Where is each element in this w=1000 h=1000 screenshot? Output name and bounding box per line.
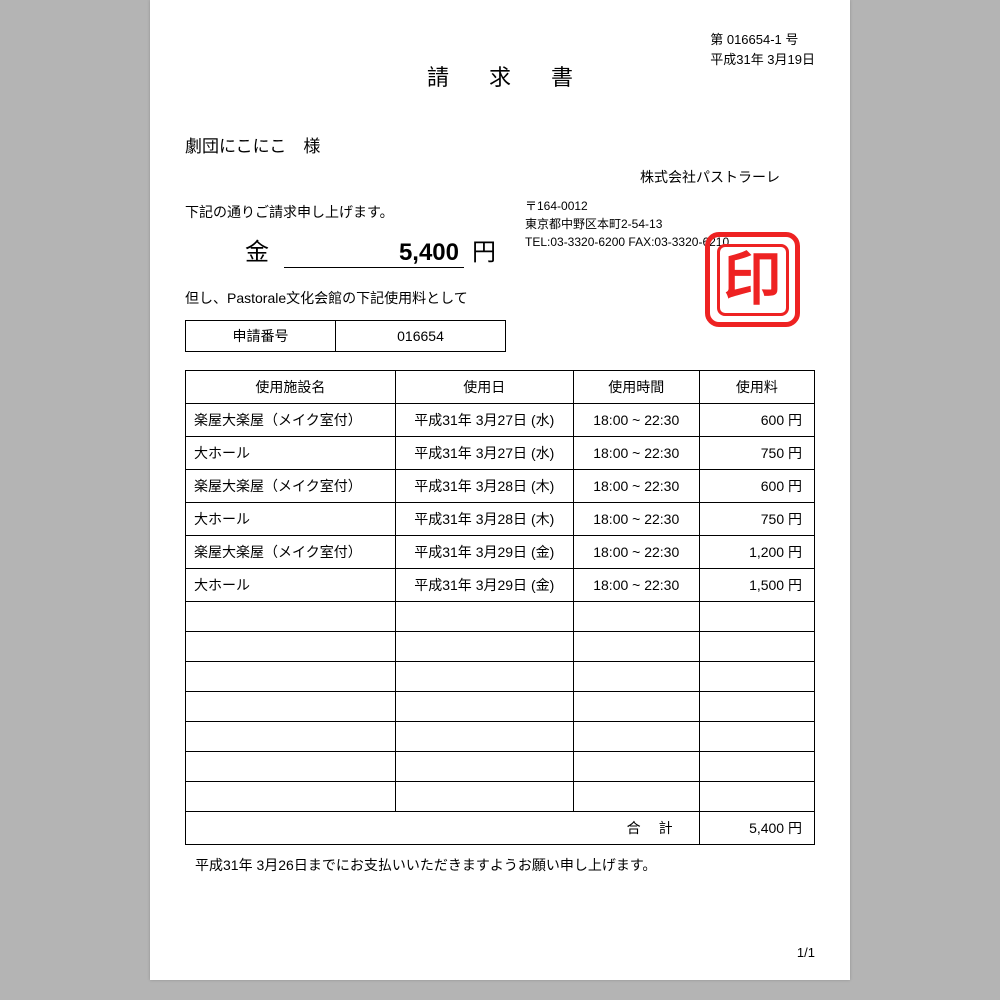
company-seal-icon: 印	[705, 232, 800, 327]
issuer-address: 東京都中野区本町2-54-13	[525, 215, 729, 233]
cell-time: 18:00 ~ 22:30	[573, 470, 699, 503]
cell-empty	[395, 632, 573, 662]
cell-empty	[186, 602, 396, 632]
issuer-contact: TEL:03-3320-6200 FAX:03-3320-6210	[525, 233, 729, 251]
cell-empty	[699, 752, 814, 782]
amount-value: 5,400	[284, 239, 464, 268]
cell-facility: 楽屋大楽屋（メイク室付）	[186, 404, 396, 437]
document-number: 第 016654-1 号	[710, 30, 815, 50]
total-label: 合計	[186, 812, 700, 845]
cell-empty	[395, 662, 573, 692]
cell-time: 18:00 ~ 22:30	[573, 536, 699, 569]
cell-time: 18:00 ~ 22:30	[573, 503, 699, 536]
cell-empty	[699, 602, 814, 632]
application-label: 申請番号	[186, 321, 336, 352]
cell-fee: 600 円	[699, 470, 814, 503]
table-header-row: 使用施設名 使用日 使用時間 使用料	[186, 371, 815, 404]
cell-facility: 大ホール	[186, 437, 396, 470]
cell-fee: 750 円	[699, 437, 814, 470]
cell-empty	[699, 632, 814, 662]
cell-empty	[395, 752, 573, 782]
header-date: 使用日	[395, 371, 573, 404]
cell-facility: 大ホール	[186, 569, 396, 602]
cell-time: 18:00 ~ 22:30	[573, 569, 699, 602]
table-row: 楽屋大楽屋（メイク室付）平成31年 3月27日 (水)18:00 ~ 22:30…	[186, 404, 815, 437]
table-row: 大ホール平成31年 3月29日 (金)18:00 ~ 22:301,500 円	[186, 569, 815, 602]
cell-empty	[573, 692, 699, 722]
recipient-name: 劇団にこにこ 様	[185, 132, 815, 157]
cell-empty	[699, 722, 814, 752]
table-row: 楽屋大楽屋（メイク室付）平成31年 3月28日 (木)18:00 ~ 22:30…	[186, 470, 815, 503]
cell-time: 18:00 ~ 22:30	[573, 404, 699, 437]
amount-label: 金	[245, 232, 269, 267]
table-row-empty	[186, 692, 815, 722]
cell-empty	[186, 662, 396, 692]
amount-unit: 円	[472, 232, 496, 267]
cell-time: 18:00 ~ 22:30	[573, 437, 699, 470]
application-number: 016654	[336, 321, 506, 352]
cell-date: 平成31年 3月28日 (木)	[395, 470, 573, 503]
cell-facility: 楽屋大楽屋（メイク室付）	[186, 536, 396, 569]
cell-empty	[699, 782, 814, 812]
cell-date: 平成31年 3月27日 (水)	[395, 437, 573, 470]
header-fee: 使用料	[699, 371, 814, 404]
table-row-empty	[186, 722, 815, 752]
cell-date: 平成31年 3月28日 (木)	[395, 503, 573, 536]
cell-empty	[395, 692, 573, 722]
payment-deadline-note: 平成31年 3月26日までにお支払いいただきますようお願い申し上げます。	[195, 855, 815, 875]
cell-empty	[699, 692, 814, 722]
cell-empty	[186, 692, 396, 722]
cell-empty	[186, 722, 396, 752]
document-meta: 第 016654-1 号 平成31年 3月19日	[710, 30, 815, 69]
table-row-empty	[186, 632, 815, 662]
cell-date: 平成31年 3月27日 (水)	[395, 404, 573, 437]
seal-character: 印	[723, 251, 781, 309]
invoice-page: 第 016654-1 号 平成31年 3月19日 請求書 劇団にこにこ 様 株式…	[150, 0, 850, 980]
cell-fee: 1,500 円	[699, 569, 814, 602]
cell-date: 平成31年 3月29日 (金)	[395, 569, 573, 602]
usage-table: 使用施設名 使用日 使用時間 使用料 楽屋大楽屋（メイク室付）平成31年 3月2…	[185, 370, 815, 845]
cell-empty	[186, 782, 396, 812]
cell-empty	[186, 752, 396, 782]
issue-date: 平成31年 3月19日	[710, 50, 815, 70]
cell-empty	[395, 722, 573, 752]
table-row: 大ホール平成31年 3月27日 (水)18:00 ~ 22:30750 円	[186, 437, 815, 470]
header-facility: 使用施設名	[186, 371, 396, 404]
cell-empty	[395, 602, 573, 632]
cell-empty	[573, 722, 699, 752]
header-time: 使用時間	[573, 371, 699, 404]
cell-empty	[573, 632, 699, 662]
table-row: 大ホール平成31年 3月28日 (木)18:00 ~ 22:30750 円	[186, 503, 815, 536]
body-section: 〒164-0012 東京都中野区本町2-54-13 TEL:03-3320-62…	[185, 202, 815, 875]
table-row-empty	[186, 662, 815, 692]
table-row-empty	[186, 602, 815, 632]
cell-empty	[395, 782, 573, 812]
cell-date: 平成31年 3月29日 (金)	[395, 536, 573, 569]
issuer-address-block: 〒164-0012 東京都中野区本町2-54-13 TEL:03-3320-62…	[525, 197, 729, 251]
page-number: 1/1	[797, 945, 815, 960]
table-total-row: 合計5,400 円	[186, 812, 815, 845]
cell-empty	[573, 782, 699, 812]
issuer-postal: 〒164-0012	[525, 197, 729, 215]
cell-facility: 大ホール	[186, 503, 396, 536]
table-row-empty	[186, 752, 815, 782]
issuer-company: 株式会社パストラーレ	[185, 167, 780, 187]
cell-empty	[573, 662, 699, 692]
cell-empty	[699, 662, 814, 692]
cell-fee: 600 円	[699, 404, 814, 437]
cell-empty	[573, 602, 699, 632]
cell-empty	[573, 752, 699, 782]
cell-empty	[186, 632, 396, 662]
cell-facility: 楽屋大楽屋（メイク室付）	[186, 470, 396, 503]
cell-fee: 750 円	[699, 503, 814, 536]
total-value: 5,400 円	[699, 812, 814, 845]
table-row: 楽屋大楽屋（メイク室付）平成31年 3月29日 (金)18:00 ~ 22:30…	[186, 536, 815, 569]
cell-fee: 1,200 円	[699, 536, 814, 569]
table-row-empty	[186, 782, 815, 812]
